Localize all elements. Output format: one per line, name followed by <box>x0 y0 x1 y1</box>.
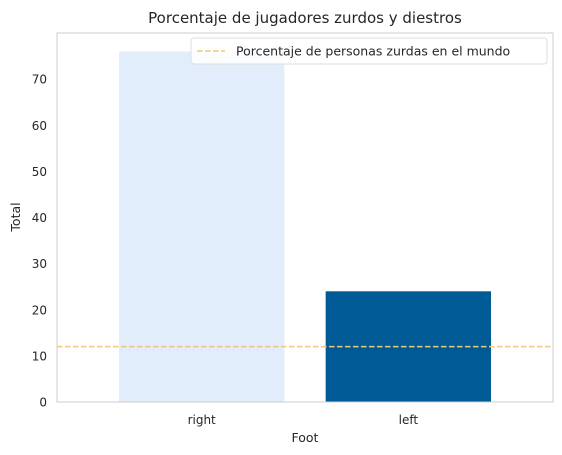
x-tick-label-left: left <box>399 413 419 427</box>
y-tick-label: 50 <box>32 165 47 179</box>
y-axis-ticks: 0 10 20 30 40 50 60 70 <box>32 73 47 410</box>
y-tick-label: 20 <box>32 303 47 317</box>
legend: Porcentaje de personas zurdas en el mund… <box>190 37 548 65</box>
y-tick-label: 60 <box>32 119 47 133</box>
y-tick-label: 0 <box>39 396 47 410</box>
plot-frame <box>56 32 554 403</box>
bar-right <box>119 51 285 402</box>
x-axis-ticks: right left <box>188 413 419 427</box>
chart-title: Porcentaje de jugadores zurdos y diestro… <box>148 9 462 27</box>
y-tick-label: 40 <box>32 211 47 225</box>
legend-label: Porcentaje de personas zurdas en el mund… <box>236 44 510 59</box>
y-tick-label: 30 <box>32 257 47 271</box>
legend-box <box>190 37 548 65</box>
x-axis-label: Foot <box>292 430 319 445</box>
y-tick-label: 10 <box>32 349 47 363</box>
bars-group <box>119 51 491 402</box>
y-tick-label: 70 <box>32 73 47 87</box>
x-tick-label-right: right <box>188 413 216 427</box>
y-axis-label: Total <box>8 202 23 232</box>
